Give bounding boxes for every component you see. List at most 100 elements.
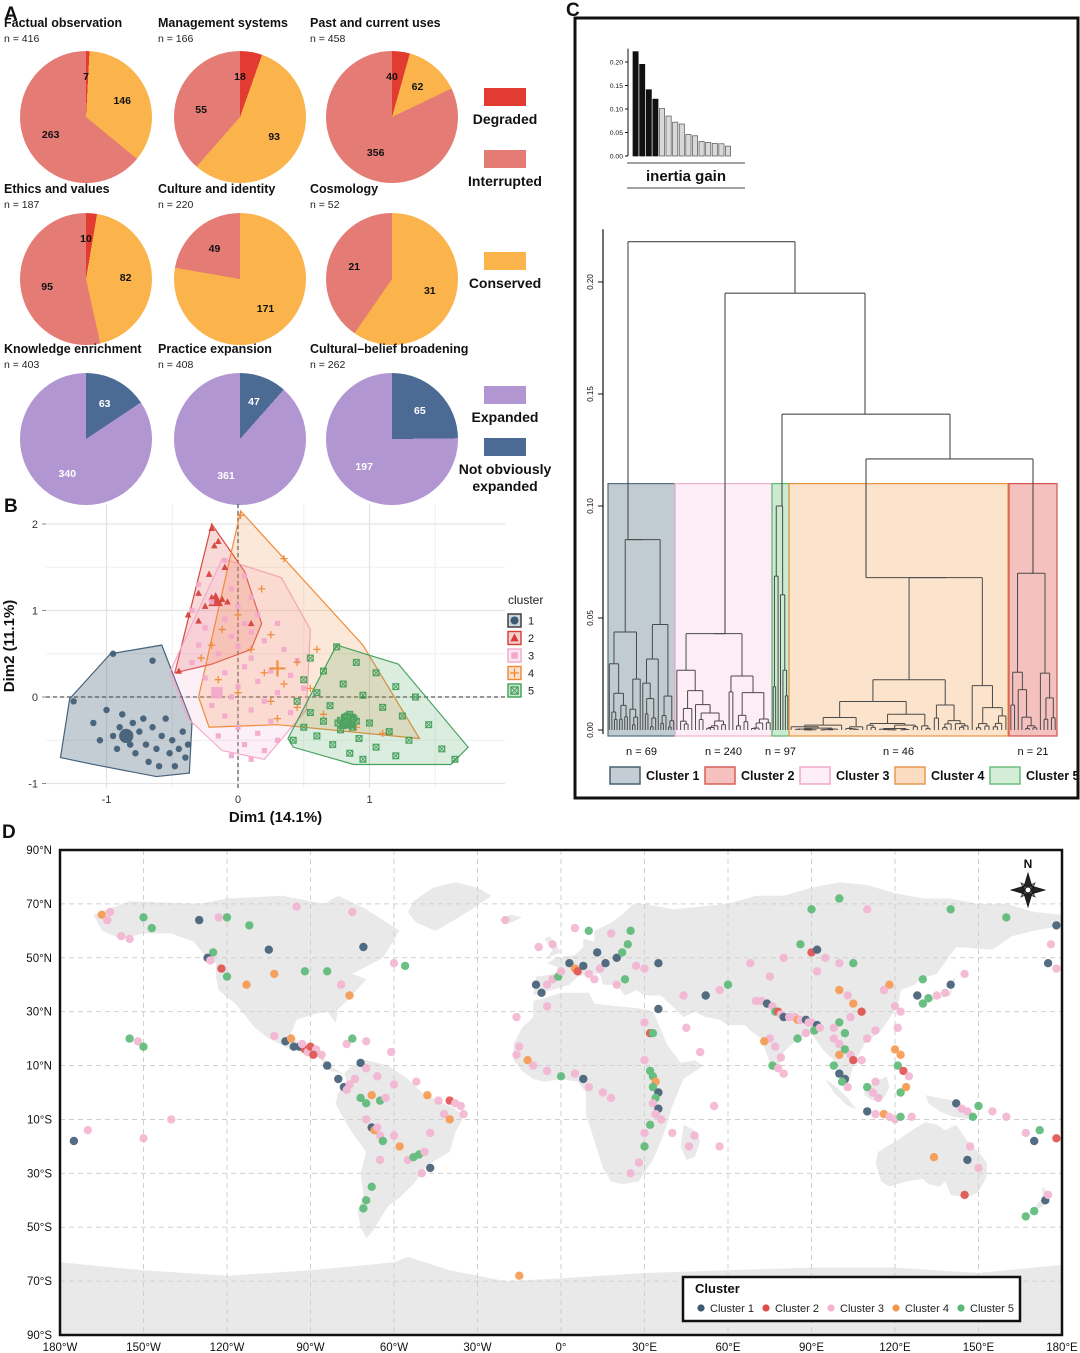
legend-label: Expanded bbox=[471, 409, 539, 425]
pie-n-label: n = 458 bbox=[310, 33, 346, 45]
pie-slice-value: 95 bbox=[41, 280, 53, 293]
pie-chart bbox=[174, 213, 306, 345]
legend-swatch bbox=[484, 88, 526, 106]
svg-text:0.15: 0.15 bbox=[610, 83, 623, 90]
pie-chart bbox=[326, 373, 458, 505]
pie-chart bbox=[326, 51, 458, 183]
pie-slice-value: 7 bbox=[83, 71, 89, 84]
svg-text:30°W: 30°W bbox=[463, 1342, 491, 1353]
pie-title: Past and current uses bbox=[310, 16, 441, 30]
svg-text:120°E: 120°E bbox=[879, 1342, 911, 1353]
svg-text:0: 0 bbox=[32, 692, 38, 704]
pie-slice-value: 18 bbox=[234, 71, 246, 84]
legend-label: Interrupted bbox=[468, 173, 542, 189]
svg-text:3: 3 bbox=[528, 651, 534, 663]
svg-text:0.20: 0.20 bbox=[586, 274, 595, 290]
svg-text:0°: 0° bbox=[556, 1342, 567, 1353]
pie-slice-value: 21 bbox=[348, 261, 361, 274]
pie-grid-panel: Factual observation n = 416 7 146 263 Managem… bbox=[0, 0, 565, 505]
scatter-axes: -1 0 1 -1 0 1 2 Dim1 (14.1%) Dim2 (11.1%) bbox=[1, 519, 373, 826]
svg-text:N: N bbox=[1024, 857, 1033, 871]
svg-text:-1: -1 bbox=[102, 794, 112, 806]
pie-n-label: n = 220 bbox=[158, 199, 194, 211]
pie-slice-value: 171 bbox=[256, 303, 275, 316]
panel-b-label: B bbox=[4, 496, 18, 517]
pie-title: Cultural–belief broadening bbox=[310, 342, 469, 356]
svg-text:10°S: 10°S bbox=[27, 1114, 52, 1126]
panel-c-label: C bbox=[566, 0, 580, 21]
map-axis-labels: 90°N 70°N 50°N 30°N 10°N 10°S 30°S 50°S 70°S 90°S… bbox=[26, 845, 1078, 1353]
svg-text:5: 5 bbox=[528, 686, 534, 698]
svg-text:Dim1 (14.1%): Dim1 (14.1%) bbox=[229, 809, 322, 826]
svg-text:0.10: 0.10 bbox=[586, 498, 595, 514]
svg-text:90°W: 90°W bbox=[296, 1342, 324, 1353]
svg-text:0: 0 bbox=[235, 794, 241, 806]
svg-text:0.05: 0.05 bbox=[586, 610, 595, 626]
pie-slice-value: 361 bbox=[217, 470, 235, 483]
pie-title: Management systems bbox=[158, 16, 288, 30]
scatter-legend: cluster 1 2 3 4 5 bbox=[507, 593, 543, 698]
pie-title: Practice expansion bbox=[158, 342, 272, 356]
svg-text:50°S: 50°S bbox=[27, 1222, 52, 1234]
svg-text:0.15: 0.15 bbox=[586, 386, 595, 402]
svg-text:Cluster 2: Cluster 2 bbox=[741, 769, 795, 783]
cluster-points-3 bbox=[189, 557, 307, 762]
svg-text:Cluster 1: Cluster 1 bbox=[710, 1303, 754, 1315]
svg-text:60°E: 60°E bbox=[715, 1342, 740, 1353]
svg-text:180°E: 180°E bbox=[1046, 1342, 1078, 1353]
svg-text:60°W: 60°W bbox=[380, 1342, 408, 1353]
svg-text:1: 1 bbox=[32, 606, 38, 618]
pca-scatter-panel: -1 0 1 -1 0 1 2 Dim1 (14.1%) Dim2 (11.1%) cluster… bbox=[1, 504, 543, 826]
map-legend: Cluster Cluster 1 Cluster 2 Cluster 3 Cluste… bbox=[681, 1275, 1022, 1323]
legend-swatch bbox=[484, 386, 526, 404]
svg-text:Cluster 5: Cluster 5 bbox=[970, 1303, 1014, 1315]
map-frame bbox=[58, 848, 1064, 1337]
pie-slice-value: 49 bbox=[208, 242, 221, 255]
svg-text:30°N: 30°N bbox=[26, 1007, 52, 1019]
pie-n-label: n = 166 bbox=[158, 33, 194, 45]
dendrogram-legend: Cluster 1 Cluster 2 Cluster 3 Cluster 4 Clus… bbox=[609, 766, 1080, 785]
svg-text:1: 1 bbox=[366, 794, 372, 806]
cluster-hull-5 bbox=[287, 644, 469, 766]
svg-text:Cluster 5: Cluster 5 bbox=[1026, 769, 1080, 783]
svg-text:n = 97: n = 97 bbox=[765, 746, 796, 758]
cluster-boxes bbox=[607, 483, 1058, 737]
legend-item-expanded: Expanded bbox=[440, 386, 570, 426]
svg-text:Cluster 4: Cluster 4 bbox=[905, 1303, 949, 1315]
pie-slice-value: 263 bbox=[41, 128, 60, 141]
panel-c-frame bbox=[573, 16, 1080, 800]
svg-text:30°E: 30°E bbox=[632, 1342, 657, 1353]
legend-item-interrupted: Interrupted bbox=[440, 150, 570, 190]
svg-text:Cluster 3: Cluster 3 bbox=[836, 769, 890, 783]
pie-n-label: n = 52 bbox=[310, 199, 340, 211]
legend-swatch bbox=[484, 252, 526, 270]
pie-slice-value: 63 bbox=[98, 398, 111, 411]
svg-text:n = 21: n = 21 bbox=[1018, 746, 1049, 758]
svg-text:0.10: 0.10 bbox=[610, 106, 623, 113]
dendrogram-skeleton bbox=[627, 241, 1034, 634]
pie-n-label: n = 408 bbox=[158, 359, 194, 371]
pie-n-label: n = 403 bbox=[4, 359, 40, 371]
svg-text:Dim2 (11.1%): Dim2 (11.1%) bbox=[1, 600, 18, 693]
panel-d-label: D bbox=[2, 822, 16, 843]
pie-chart bbox=[326, 213, 458, 345]
svg-text:Cluster 2: Cluster 2 bbox=[775, 1303, 819, 1315]
svg-text:30°S: 30°S bbox=[27, 1168, 52, 1180]
svg-text:150°E: 150°E bbox=[963, 1342, 995, 1353]
pie-chart bbox=[20, 51, 152, 183]
svg-text:Cluster 1: Cluster 1 bbox=[646, 769, 700, 783]
legend-label: Not obviously expanded bbox=[458, 461, 552, 494]
svg-text:n = 46: n = 46 bbox=[883, 746, 914, 758]
pie-title: Ethics and values bbox=[4, 182, 110, 196]
legend-label: Degraded bbox=[472, 111, 538, 127]
legend-item-degraded: Degraded bbox=[440, 88, 570, 128]
legend-item-conserved: Conserved bbox=[440, 252, 570, 292]
world-map-panel: 90°N 70°N 50°N 30°N 10°N 10°S 30°S 50°S 70°S 90°S… bbox=[26, 845, 1078, 1353]
svg-text:Cluster 4: Cluster 4 bbox=[931, 769, 985, 783]
dendrogram-panel: 0.00 0.05 0.10 0.15 0.20 inertia gain 0.00 0.05… bbox=[573, 16, 1080, 800]
svg-text:inertia gain: inertia gain bbox=[646, 168, 726, 185]
pie-slice-value: 10 bbox=[80, 233, 92, 246]
svg-text:n = 69: n = 69 bbox=[626, 746, 657, 758]
pie-title: Knowledge enrichment bbox=[4, 342, 142, 356]
